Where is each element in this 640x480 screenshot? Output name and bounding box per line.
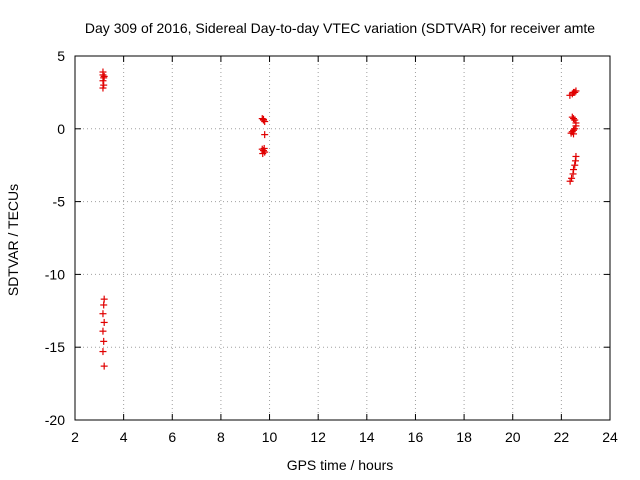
- ticks: [74, 55, 611, 421]
- x-tick-label: 22: [554, 429, 570, 445]
- x-tick-label: 8: [217, 429, 225, 445]
- data-point: [100, 318, 108, 326]
- data-point: [571, 88, 579, 96]
- data-point: [100, 362, 108, 370]
- data-point: [260, 144, 268, 152]
- y-tick-label: 5: [57, 48, 65, 64]
- data-point: [100, 337, 108, 345]
- y-tick-label: -10: [45, 266, 65, 282]
- data-point: [570, 130, 578, 138]
- data-point: [259, 150, 267, 158]
- x-tick-label: 6: [168, 429, 176, 445]
- x-axis-label: GPS time / hours: [287, 457, 394, 473]
- x-tick-label: 16: [408, 429, 424, 445]
- x-tick-label: 2: [71, 429, 79, 445]
- x-tick-label: 12: [310, 429, 326, 445]
- data-point: [99, 77, 107, 85]
- x-tick-label: 18: [456, 429, 472, 445]
- y-tick-label: -20: [45, 412, 65, 428]
- y-tick-label: 0: [57, 121, 65, 137]
- data-point: [571, 161, 579, 169]
- data-point: [261, 131, 269, 139]
- x-tick-label: 14: [359, 429, 375, 445]
- gridlines: [75, 56, 610, 420]
- data-point: [259, 115, 267, 123]
- data-point: [100, 301, 108, 309]
- data-point: [100, 72, 108, 80]
- x-tick-label: 4: [120, 429, 128, 445]
- x-tick-labels: 2 4 6 8 10 12 14 16 18 20 22 24: [71, 429, 618, 445]
- x-tick-label: 24: [602, 429, 618, 445]
- data-point: [572, 87, 580, 95]
- y-tick-labels: 5 0 -5 -10 -15 -20: [45, 48, 65, 428]
- x-tick-label: 10: [262, 429, 278, 445]
- y-tick-label: -15: [45, 339, 65, 355]
- x-tick-label: 20: [505, 429, 521, 445]
- data-point: [99, 327, 107, 335]
- chart-title: Day 309 of 2016, Sidereal Day-to-day VTE…: [85, 20, 595, 36]
- data-point: [99, 84, 107, 92]
- data-point: [570, 115, 578, 123]
- y-tick-label: -5: [53, 194, 66, 210]
- data-point: [99, 348, 107, 356]
- data-point: [569, 170, 577, 178]
- data-point: [99, 310, 107, 318]
- data-point: [566, 177, 574, 185]
- data-points: [99, 68, 580, 370]
- plot-frame: [74, 55, 611, 421]
- data-point: [571, 157, 579, 165]
- y-axis-label: SDTVAR / TECUs: [5, 184, 21, 296]
